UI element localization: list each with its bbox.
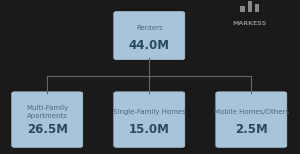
Text: 26.5M: 26.5M xyxy=(27,123,68,136)
Bar xyxy=(255,4,259,12)
FancyBboxPatch shape xyxy=(114,12,185,60)
FancyBboxPatch shape xyxy=(216,92,287,147)
Text: Multi-Family
Apartments: Multi-Family Apartments xyxy=(26,105,68,119)
Text: Mobile Homes/Others: Mobile Homes/Others xyxy=(214,109,289,115)
Text: MARKESS: MARKESS xyxy=(233,21,267,26)
Text: Single-Family Homes: Single-Family Homes xyxy=(113,109,186,115)
FancyBboxPatch shape xyxy=(12,92,83,147)
Text: Renters: Renters xyxy=(136,25,163,31)
Bar xyxy=(240,6,244,12)
Text: 15.0M: 15.0M xyxy=(129,123,170,136)
Text: 2.5M: 2.5M xyxy=(235,123,268,136)
Text: 44.0M: 44.0M xyxy=(129,39,170,52)
FancyBboxPatch shape xyxy=(114,92,185,147)
Bar xyxy=(248,1,252,12)
